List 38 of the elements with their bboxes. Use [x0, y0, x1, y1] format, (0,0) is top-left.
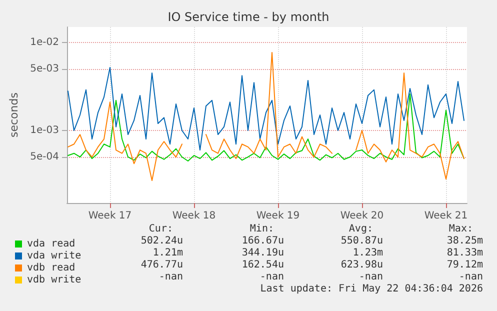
text: 38.25m: [446, 236, 483, 246]
text: Min:: [250, 224, 274, 234]
text: 550.87u: [340, 236, 383, 246]
text: -nan: [158, 272, 183, 282]
y-tick-label: 5e-04: [30, 151, 59, 162]
text: 623.98u: [340, 260, 383, 270]
legend-label: vdb read: [27, 262, 76, 274]
text: Cur:: [148, 224, 173, 234]
line-series: [68, 66, 464, 151]
x-tick-label: Week 21: [424, 210, 468, 222]
text: 476.77u: [140, 260, 183, 270]
chart-title: IO Service time - by month: [168, 10, 330, 24]
text: 162.54u: [242, 260, 284, 270]
text: 81.33m: [446, 248, 483, 258]
text: 1.23m: [352, 248, 383, 258]
x-tick-label: Week 18: [172, 210, 216, 222]
text: -nan: [260, 272, 284, 282]
x-tick-label: Week 19: [256, 210, 300, 222]
y-tick-label: 1e-02: [30, 36, 59, 48]
text: 344.19u: [242, 248, 284, 258]
x-tick-label: Week 20: [340, 210, 384, 222]
legend-label: vda read: [27, 238, 76, 250]
text: -nan: [458, 272, 483, 282]
y-tick-label: 1e-03: [30, 124, 59, 136]
text: Max:: [448, 224, 473, 234]
y-tick-label: 5e-03: [30, 63, 59, 74]
legend-label: vda write: [27, 250, 82, 262]
text: 502.24u: [140, 236, 183, 246]
legend-label: vdb write: [27, 274, 82, 286]
text: Avg:: [348, 224, 373, 234]
text: Last update: Fri May 22 04:36:04 2026: [260, 284, 483, 294]
text: 1.21m: [152, 248, 183, 258]
line-series: [68, 93, 464, 162]
y-axis-title: seconds: [7, 92, 20, 138]
x-tick-label: Week 17: [88, 210, 132, 222]
text: 166.67u: [242, 236, 284, 246]
text: 79.12m: [446, 260, 483, 270]
text: -nan: [358, 272, 383, 282]
